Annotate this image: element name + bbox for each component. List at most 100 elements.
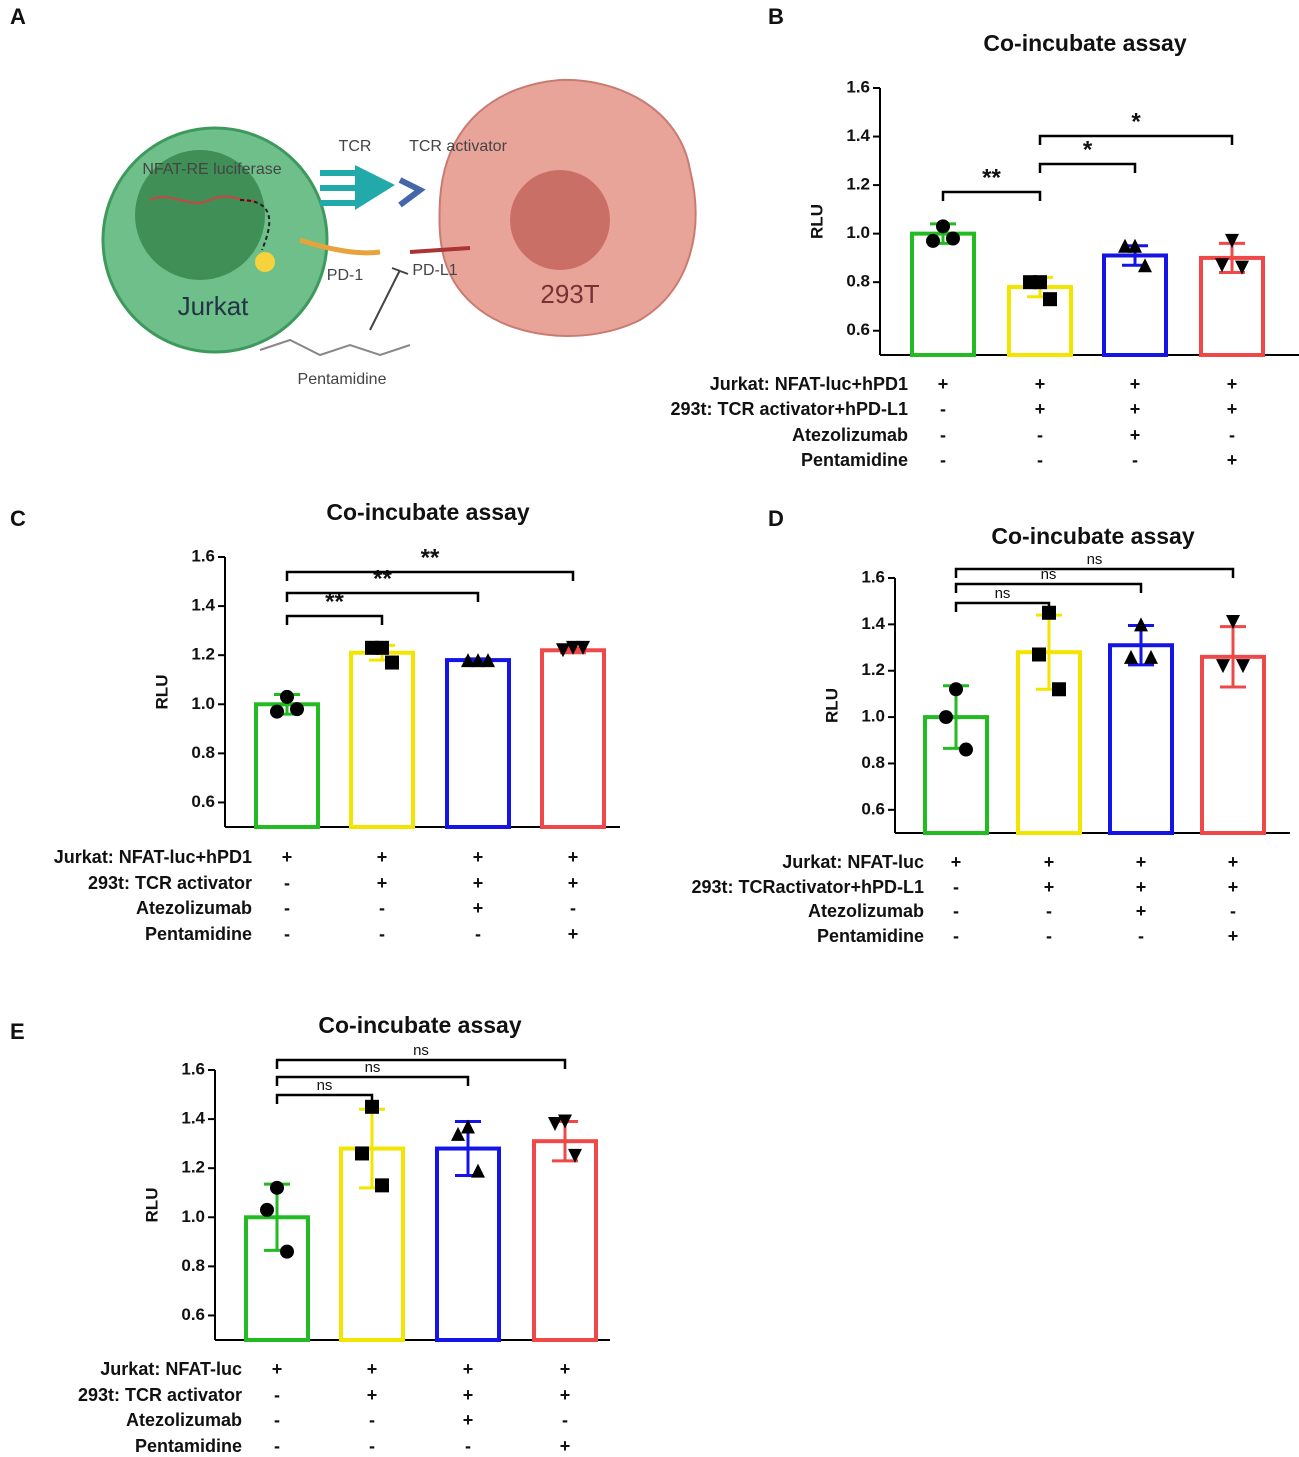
panel-label: D [768, 506, 784, 531]
y-tick-label: 1.6 [846, 77, 870, 96]
label: PD-L1 [412, 262, 457, 279]
chart-title: Co-incubate assay [318, 1012, 521, 1038]
significance-label: * [1131, 108, 1141, 135]
tcr [320, 170, 360, 176]
significance-bracket [285, 614, 384, 625]
y-tick-label: 1.6 [861, 567, 885, 586]
condition-sign: - [475, 924, 481, 944]
data-point [365, 1099, 379, 1114]
data-point [1118, 238, 1132, 253]
condition-sign: + [1227, 374, 1238, 394]
condition-sign: - [284, 873, 290, 893]
condition-label: Pentamidine [817, 926, 924, 946]
condition-sign: + [463, 1359, 474, 1379]
condition-sign: + [282, 847, 293, 867]
label: TCR activator [409, 138, 507, 155]
condition-sign: + [1227, 450, 1238, 470]
condition-sign: - [953, 877, 959, 897]
y-tick-label: 0.6 [861, 799, 885, 818]
y-axis-label: RLU [807, 204, 826, 239]
y-tick-label: 0.8 [861, 753, 885, 772]
condition-sign: + [1044, 852, 1055, 872]
data-point [280, 1244, 294, 1259]
bar [349, 650, 415, 830]
condition-sign: + [1130, 425, 1141, 445]
chart: C Co-incubate assay RLU 0.6 0.8 1.0 1.2 1.4 1.6 *… [10, 499, 620, 944]
condition-sign: - [369, 1410, 375, 1430]
data-point [1032, 647, 1046, 662]
condition-label: 293t: TCR activator [88, 873, 252, 893]
condition-sign: - [953, 926, 959, 946]
condition-sign: + [463, 1410, 474, 1430]
data-point [461, 1119, 475, 1134]
condition-sign: + [1227, 399, 1238, 419]
y-tick-label: 1.0 [861, 707, 885, 726]
significance-label: ns [995, 585, 1011, 602]
label: PD-1 [327, 267, 364, 284]
pdl1 [409, 246, 471, 254]
y-tick-label: 0.8 [181, 1256, 205, 1275]
y-tick-label: 0.6 [181, 1305, 205, 1324]
data-point [1043, 292, 1057, 307]
y-tick-label: 0.6 [846, 320, 870, 339]
condition-sign: + [473, 847, 484, 867]
data-point [1138, 258, 1152, 273]
data-point [1216, 659, 1230, 674]
data-point [556, 643, 570, 658]
data-point [946, 231, 960, 246]
data-point [1235, 260, 1249, 275]
condition-sign: + [1136, 901, 1147, 921]
data-point [576, 640, 590, 655]
molecule [259, 338, 411, 357]
condition-sign: - [274, 1410, 280, 1430]
label: NFAT-RE luciferase [142, 161, 281, 178]
significance-label: ** [325, 588, 344, 615]
data-point [1215, 258, 1229, 273]
condition-sign: - [1037, 425, 1043, 445]
y-tick-label: 1.6 [191, 546, 215, 565]
y-tick-label: 1.2 [181, 1158, 205, 1177]
condition-sign: + [560, 1385, 571, 1405]
activator [398, 177, 426, 208]
condition-sign: - [1229, 425, 1235, 445]
data-point [926, 233, 940, 248]
panel-label: C [10, 506, 26, 531]
bar [1108, 643, 1174, 836]
condition-sign: + [1228, 877, 1239, 897]
data-point [936, 219, 950, 234]
bar [910, 231, 976, 358]
significance-label: ** [421, 544, 440, 571]
data-point [270, 1180, 284, 1195]
y-axis-label: RLU [152, 675, 171, 710]
condition-sign: - [940, 425, 946, 445]
condition-sign: + [1035, 374, 1046, 394]
condition-sign: + [1130, 399, 1141, 419]
significance-label: ns [317, 1077, 333, 1094]
condition-label: Jurkat: NFAT-luc+hPD1 [54, 847, 252, 867]
pd1 [299, 237, 381, 256]
data-point [461, 653, 475, 668]
condition-sign: + [367, 1385, 378, 1405]
data-point [481, 653, 495, 668]
condition-sign: + [377, 873, 388, 893]
y-axis-label: RLU [822, 688, 841, 723]
data-point [385, 655, 399, 670]
tcr-body [355, 165, 395, 210]
bar [1102, 253, 1168, 357]
data-point [566, 640, 580, 655]
data-point [290, 702, 304, 717]
chart-title: Co-incubate assay [991, 523, 1194, 549]
data-point [1052, 682, 1066, 697]
condition-label: Atezolizumab [126, 1410, 242, 1430]
condition-label: Pentamidine [135, 1436, 242, 1456]
condition-sign: - [1037, 450, 1043, 470]
data-point [375, 1178, 389, 1193]
data-point [471, 1163, 485, 1178]
condition-label: Atezolizumab [808, 901, 924, 921]
data-point [1124, 649, 1138, 664]
condition-sign: + [1136, 852, 1147, 872]
chart: D Co-incubate assay RLU 0.6 0.8 1.0 1.2 1.4 1.6 n… [691, 506, 1290, 946]
data-point [1144, 649, 1158, 664]
condition-sign: - [379, 898, 385, 918]
